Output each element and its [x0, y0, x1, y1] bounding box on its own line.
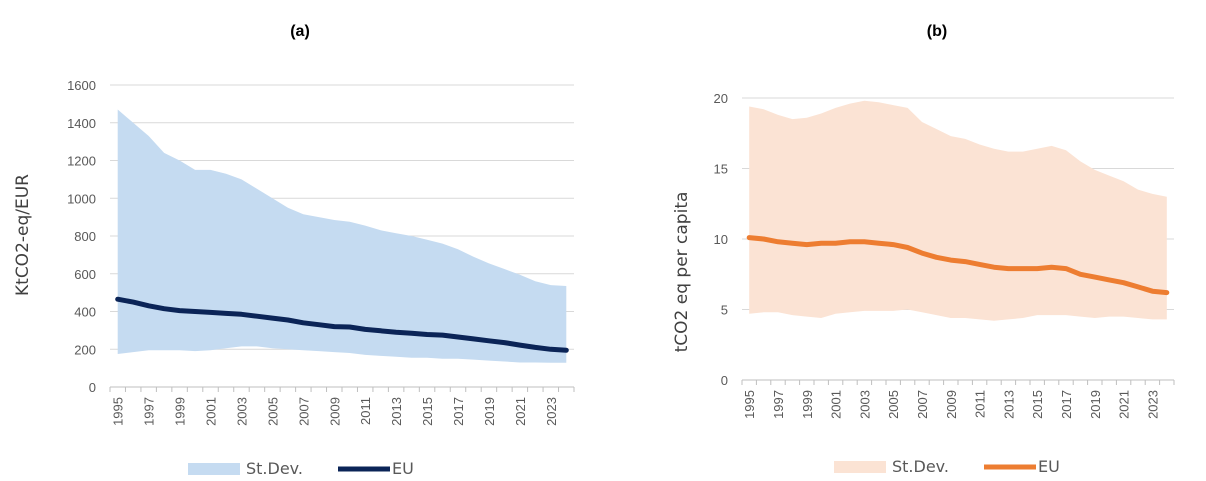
chart-a-axis [109, 386, 575, 392]
y-tick-label-a-1200: 1200 [67, 154, 96, 169]
x-tick-label-b-2015: 2015 [1030, 390, 1045, 419]
y-tick-label-b-20: 20 [714, 91, 728, 106]
x-tick-label-a-2021: 2021 [513, 397, 528, 426]
y-tick-label-a-1600: 1600 [67, 78, 96, 93]
chart-a-y-ticks: 0 200 400 600 800 1000 1200 1400 1600 [67, 78, 96, 395]
x-tick-label-b-2017: 2017 [1059, 390, 1074, 419]
x-tick-label-b-2009: 2009 [944, 390, 959, 419]
legend-a-stdev-label: St.Dev. [246, 459, 303, 478]
x-tick-label-a-2009: 2009 [327, 397, 342, 426]
x-tick-label-b-2023: 2023 [1145, 390, 1160, 419]
x-tick-label-a-2013: 2013 [389, 397, 404, 426]
eu-line-a [115, 296, 569, 353]
x-tick-label-a-1995: 1995 [111, 397, 126, 426]
x-tick-label-b-2007: 2007 [915, 390, 930, 419]
y-tick-label-a-0: 0 [89, 380, 96, 395]
legend-a-stdev-swatch [188, 463, 240, 475]
x-tick-label-a-2011: 2011 [358, 397, 373, 425]
x-tick-label-a-2015: 2015 [420, 397, 435, 426]
legend-a-eu-label: EU [392, 459, 414, 478]
x-tick-label-a-2007: 2007 [296, 397, 311, 426]
y-tick-label-b-0: 0 [721, 373, 728, 388]
chart-a-ylabel: KtCO2-eq/EUR [13, 174, 33, 296]
y-tick-label-a-200: 200 [74, 342, 96, 357]
stdev-band-b [749, 100, 1167, 321]
chart-a-line-layer [115, 296, 569, 353]
x-tick-label-b-2005: 2005 [886, 390, 901, 419]
chart-b-axis [741, 379, 1175, 385]
chart-b: (b) tCO2 eq per capita 0 5 10 15 20 1995 1997… [672, 23, 1175, 476]
legend-b-stdev-swatch [834, 461, 886, 473]
x-tick-label-a-2003: 2003 [234, 397, 249, 426]
x-tick-label-b-2021: 2021 [1117, 390, 1132, 419]
y-tick-label-a-800: 800 [74, 229, 96, 244]
x-tick-label-b-1997: 1997 [771, 390, 786, 419]
x-tick-label-a-2023: 2023 [544, 397, 559, 426]
chart-b-line-layer [746, 235, 1170, 296]
x-tick-label-a-1997: 1997 [142, 397, 157, 426]
x-tick-label-a-2005: 2005 [265, 397, 280, 426]
chart-a-legend: St.Dev. EU [188, 459, 414, 478]
x-tick-label-a-2001: 2001 [204, 397, 219, 426]
chart-a-band-layer [117, 109, 567, 363]
x-tick-label-a-1999: 1999 [173, 397, 188, 426]
eu-line-b [746, 235, 1170, 296]
x-tick-label-b-2003: 2003 [857, 390, 872, 419]
x-tick-label-a-2019: 2019 [482, 397, 497, 426]
y-tick-label-a-1000: 1000 [67, 191, 96, 206]
y-tick-label-a-400: 400 [74, 305, 96, 320]
chart-a-title: (a) [290, 23, 310, 40]
chart-a-x-ticks: 1995 1997 1999 2001 2003 2005 2007 2009 2011 2013… [111, 397, 559, 426]
chart-b-title: (b) [927, 23, 947, 40]
chart-b-y-ticks: 0 5 10 15 20 [714, 91, 728, 388]
x-tick-label-b-1999: 1999 [800, 390, 815, 419]
y-tick-label-a-1400: 1400 [67, 116, 96, 131]
chart-b-band-layer [749, 100, 1167, 321]
y-tick-label-a-600: 600 [74, 267, 96, 282]
stdev-band-a [117, 109, 567, 363]
x-tick-label-b-2011: 2011 [973, 390, 988, 418]
chart-b-ylabel: tCO2 eq per capita [672, 192, 692, 353]
x-tick-label-b-2001: 2001 [829, 390, 844, 419]
x-tick-label-a-2017: 2017 [451, 397, 466, 426]
y-tick-label-b-10: 10 [714, 232, 728, 247]
legend-b-stdev-label: St.Dev. [892, 457, 949, 476]
y-tick-label-b-15: 15 [714, 162, 728, 177]
chart-b-legend: St.Dev. EU [834, 457, 1060, 476]
x-tick-label-b-2019: 2019 [1088, 390, 1103, 419]
x-tick-label-b-2013: 2013 [1001, 390, 1016, 419]
legend-b-eu-label: EU [1038, 457, 1060, 476]
chart-a: (a) KtCO2-eq/EUR 0 200 400 600 800 1000 1200 14… [13, 23, 575, 478]
chart-b-x-ticks: 1995 1997 1999 2001 2003 2005 2007 2009 2011 2013… [742, 390, 1160, 419]
x-tick-label-b-1995: 1995 [742, 390, 757, 419]
y-tick-label-b-5: 5 [721, 303, 728, 318]
